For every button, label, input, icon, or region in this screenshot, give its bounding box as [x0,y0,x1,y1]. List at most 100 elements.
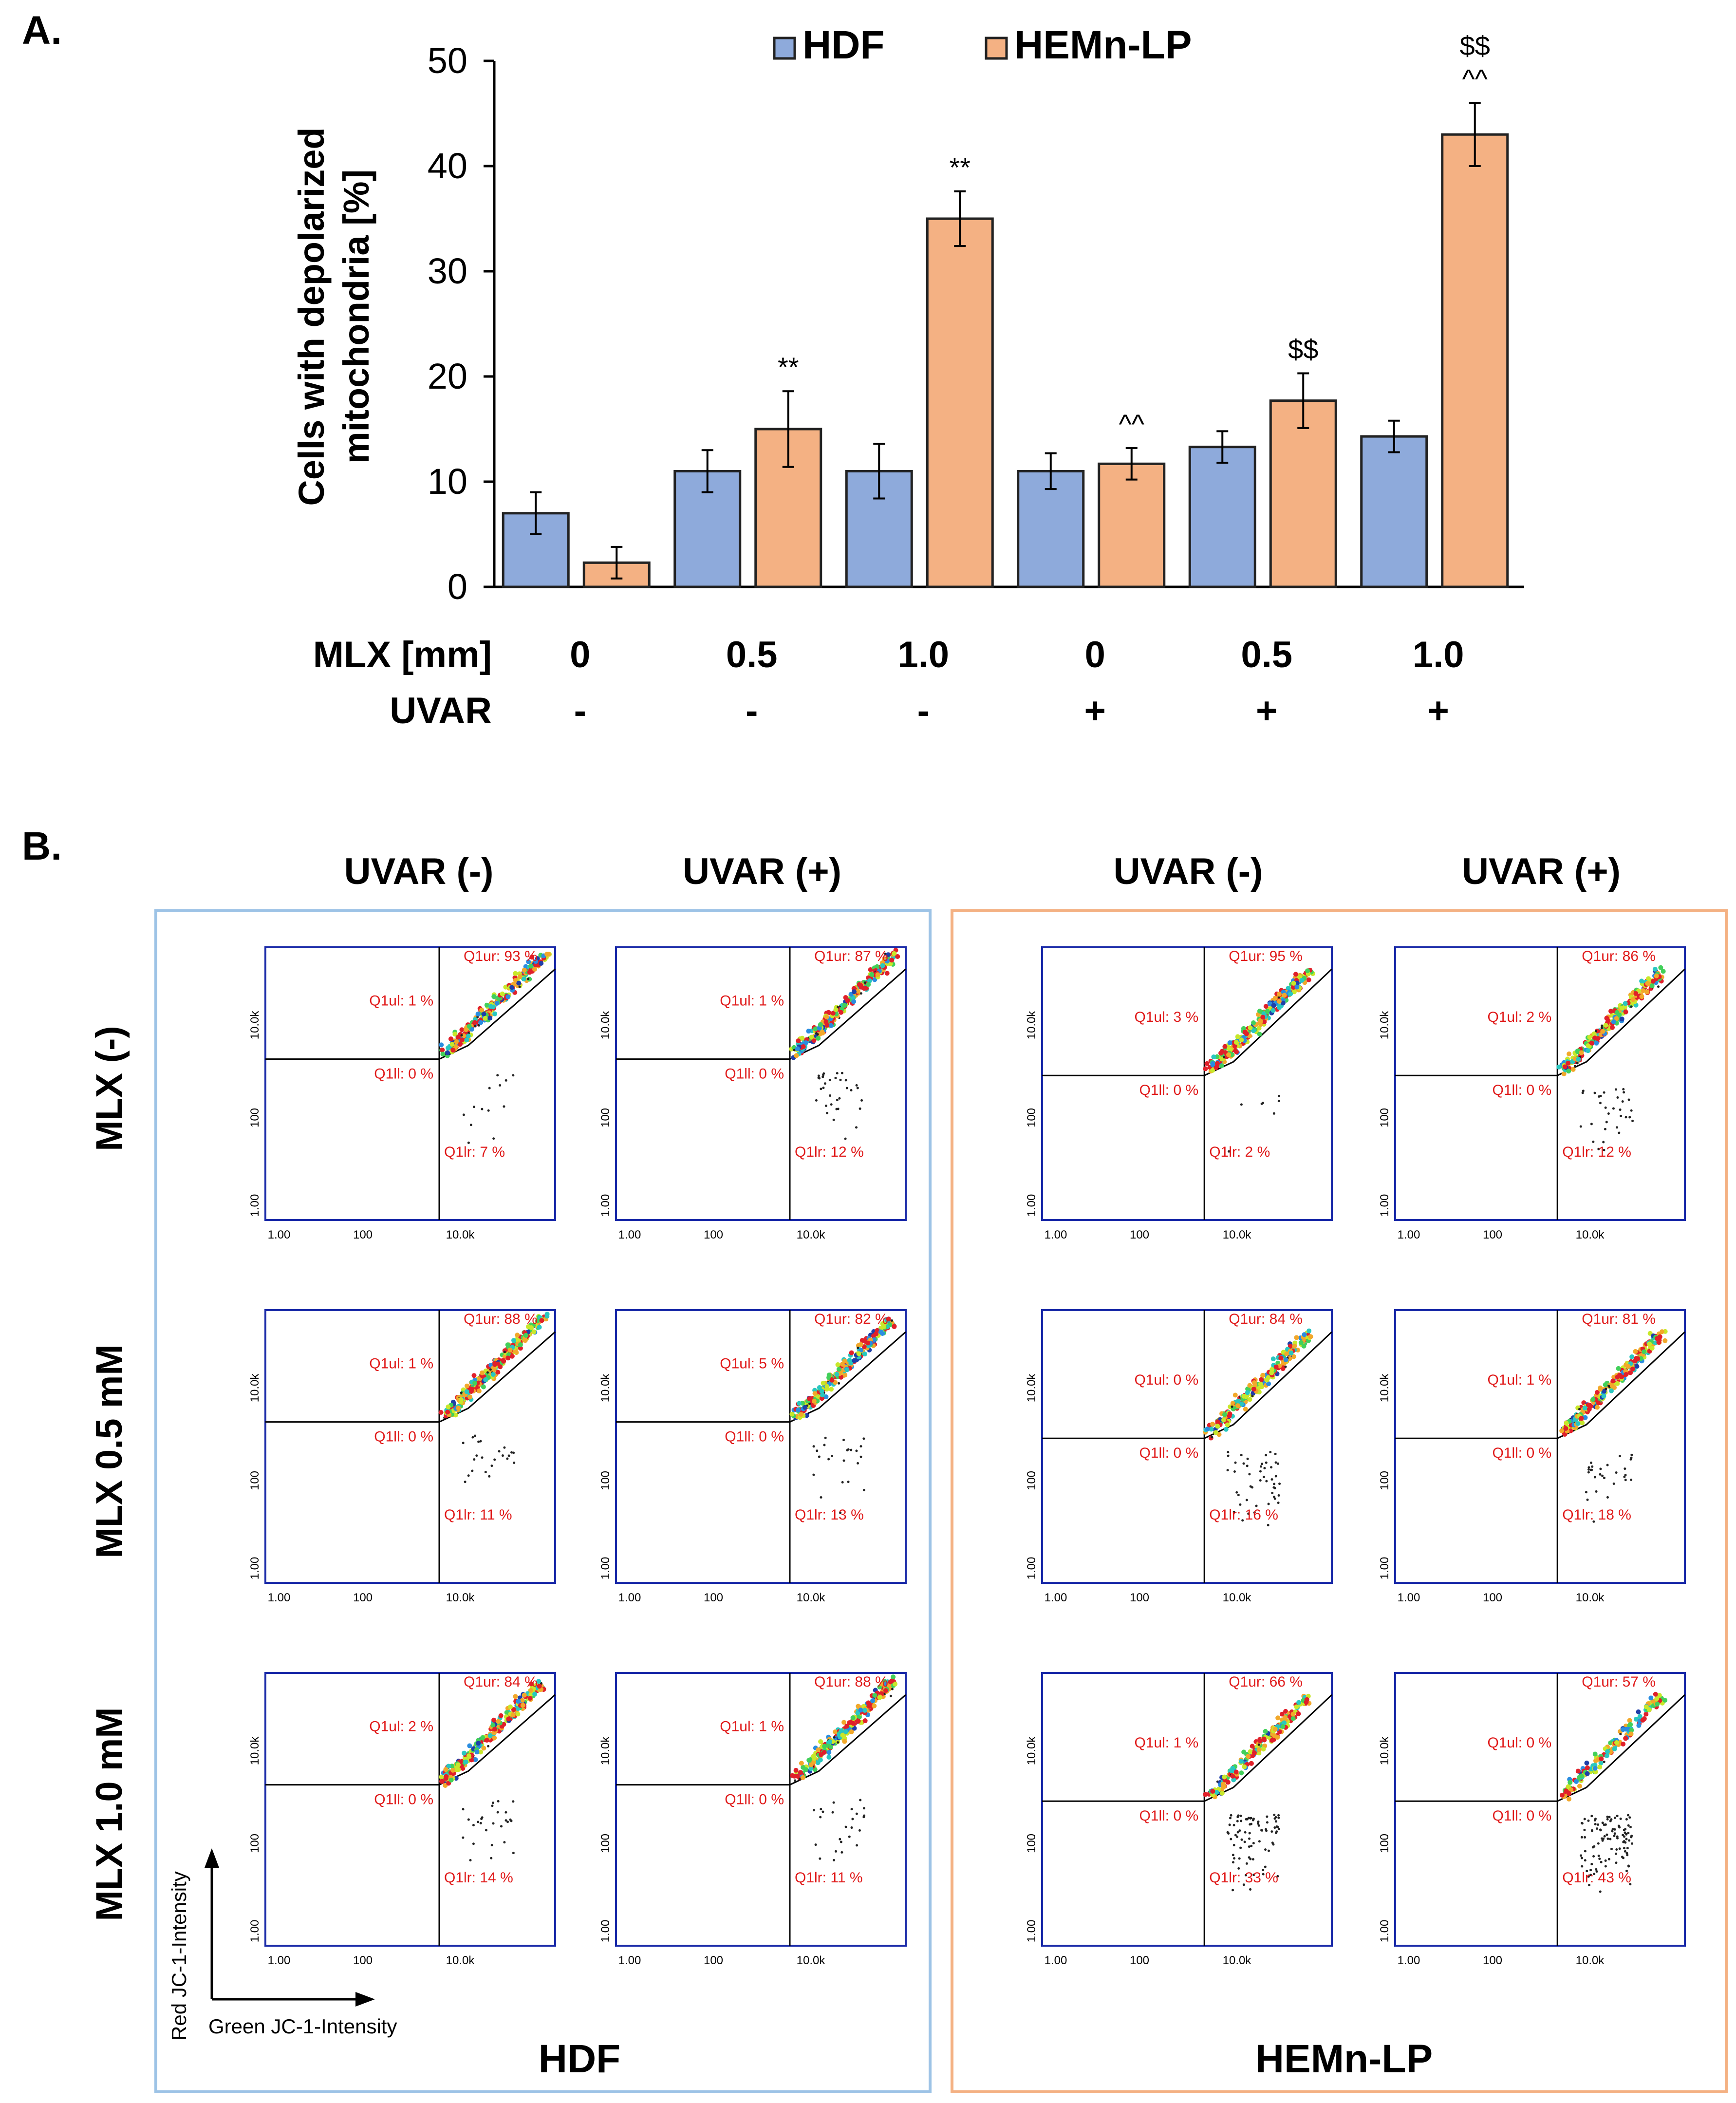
event-dot [820,1031,825,1036]
event-dot [799,1761,804,1766]
x-tick-label: 10.0k [1576,1954,1605,1967]
event-dot [1251,1387,1256,1392]
event-dot [1215,1424,1220,1429]
event-dot [1653,1691,1658,1697]
event-dot [818,1022,823,1027]
event-dot [855,1812,858,1815]
event-dot [1603,1835,1606,1838]
event-dot [496,1719,501,1724]
event-dot [1280,1724,1286,1729]
event-dot [1261,1102,1264,1105]
event-dot [1211,1436,1213,1439]
quadrant-prefix: Q1ll: [1492,1808,1526,1824]
event-dot [1228,1823,1231,1826]
event-dot [818,1757,823,1763]
event-dot [1623,1828,1625,1831]
quadrant-label-ul: Q1ul: 2 % [369,1719,433,1735]
x-row-value: + [1256,690,1277,732]
event-dot [473,1757,478,1763]
event-dot [1211,1054,1216,1060]
quadrant-prefix: Q1ll: [374,1066,408,1082]
event-dot [1566,1069,1571,1074]
event-dot [481,1011,486,1016]
y-tick-label: 100 [1378,1108,1391,1127]
event-dot [799,1412,804,1417]
event-dot [840,1071,843,1074]
event-dot [1265,1829,1268,1832]
event-dot [1590,1397,1596,1402]
event-dot [1277,1100,1280,1103]
event-dot [1624,1371,1629,1377]
event-dot [504,1079,507,1082]
event-dot [1586,1870,1588,1873]
event-dot [1622,1088,1625,1091]
event-dot [856,1351,861,1356]
event-dot [539,960,544,966]
quadrant-label-lr: Q1lr: 14 % [444,1870,513,1886]
event-dot [840,1840,842,1843]
bar-hdf [1188,446,1256,588]
event-dot [879,1681,885,1687]
y-tick-label: 10.0k [1025,1011,1038,1040]
event-dot [1259,1479,1262,1482]
event-dot [1626,1854,1629,1857]
event-dot [1271,1841,1274,1844]
y-tick-label: 10.0k [1378,1373,1391,1403]
event-dot [1619,1016,1624,1022]
quadrant-value: 11 % [480,1507,512,1523]
event-dot [1604,1823,1607,1826]
event-dot [1592,1855,1595,1858]
x-tick-label: 100 [353,1228,373,1241]
event-dot [1587,1471,1590,1474]
event-dot [1238,1759,1244,1764]
event-dot [1595,1405,1600,1410]
event-dot [1616,1126,1619,1129]
event-dot [490,1372,496,1377]
event-dot [1622,1834,1624,1837]
flow-plot: 1.00 100 10.0k 1.00 100 10.0k Q1ur: 93 % Q1ul: … [248,946,556,1241]
event-dot [808,1766,814,1771]
event-dot [474,1025,477,1028]
event-dot [1585,1771,1590,1776]
event-dot [1248,1749,1253,1754]
event-dot [1276,1875,1279,1878]
event-dot [880,963,885,968]
event-dot [438,1409,444,1415]
event-dot [1257,1738,1263,1744]
y-tick-label: 1.00 [248,1920,261,1943]
event-dot [1616,1835,1619,1838]
event-dot [1592,1751,1598,1757]
event-dot [1256,1747,1262,1752]
y-tick-label: 10.0k [1025,1373,1038,1403]
event-dot [1627,1814,1630,1817]
quadrant-prefix: Q1ul: [1134,1735,1173,1751]
y-tick-label: 1.00 [248,1557,261,1580]
event-dot [464,1481,467,1483]
event-dot [1599,1467,1602,1470]
event-dot [1639,994,1644,999]
x-tick-label: 10.0k [797,1228,826,1241]
event-dot [1633,1349,1638,1354]
event-dot [824,1436,827,1439]
event-dot [536,1679,541,1684]
event-dot [1271,1003,1276,1008]
panel-b: B. HDF HEMn-LP UVAR (-) UVAR (+) UVAR (-) UV… [22,824,1728,2093]
quadrant-value: 0 % [1526,1735,1551,1751]
event-dot [884,971,890,976]
quadrant-label-ur: Q1ur: 82 % [814,1311,888,1327]
event-dot [1630,997,1636,1002]
event-dot [456,1762,461,1767]
event-dot [816,1449,819,1452]
event-dot [1251,1486,1254,1489]
event-dot [871,1337,877,1342]
event-dot [892,951,897,957]
event-dot [1636,1723,1642,1728]
event-dot [1593,1819,1596,1821]
event-dot [531,1329,537,1334]
event-dot [477,1440,480,1443]
y-tick-label: 10.0k [599,1736,612,1765]
event-dot [1296,1711,1301,1716]
event-dot [818,1077,821,1080]
bar-hdf [1360,435,1428,588]
event-dot [845,998,850,1003]
